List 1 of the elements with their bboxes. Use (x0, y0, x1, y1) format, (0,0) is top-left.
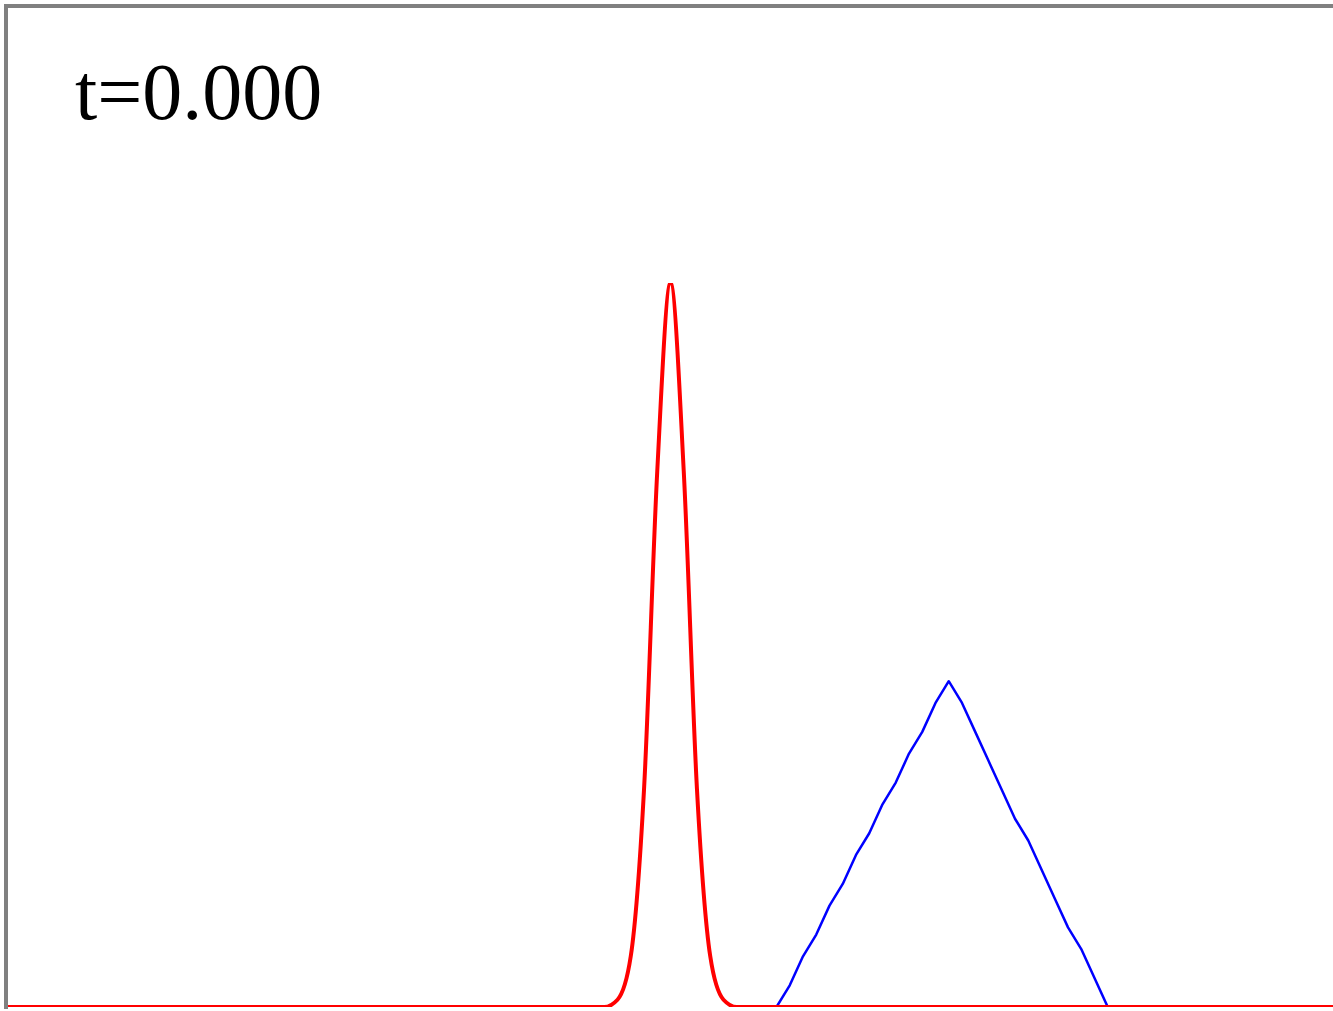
text: t=0.000 (75, 48, 323, 136)
